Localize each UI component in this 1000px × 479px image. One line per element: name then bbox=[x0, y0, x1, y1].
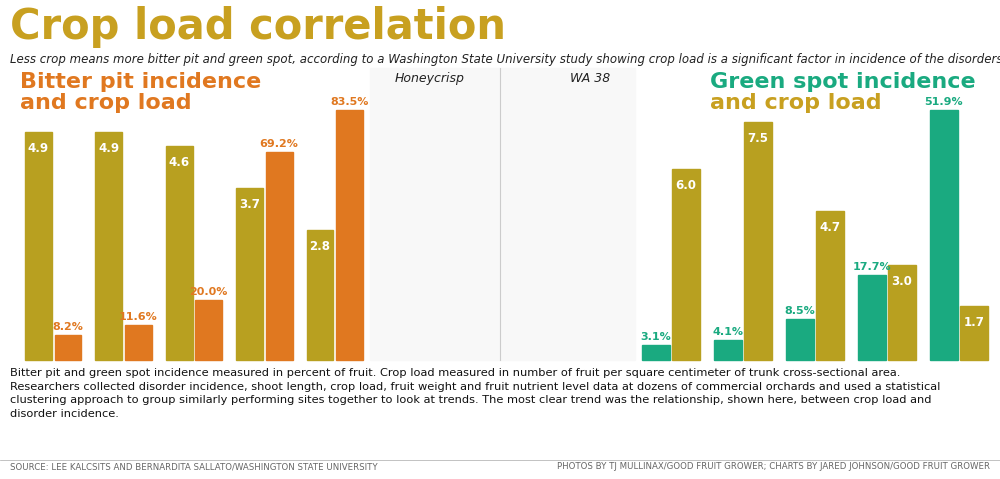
Bar bbox=[816, 211, 844, 360]
Text: 3.7: 3.7 bbox=[239, 198, 260, 211]
Text: 83.5%: 83.5% bbox=[330, 96, 369, 106]
Bar bbox=[266, 152, 293, 360]
Bar bbox=[195, 300, 222, 360]
Bar bbox=[642, 345, 670, 360]
Bar bbox=[858, 274, 886, 360]
Bar bbox=[336, 110, 363, 360]
Bar bbox=[125, 325, 152, 360]
Text: Less crop means more bitter pit and green spot, according to a Washington State : Less crop means more bitter pit and gree… bbox=[10, 53, 1000, 66]
Bar bbox=[25, 132, 52, 360]
Text: 4.6: 4.6 bbox=[169, 156, 190, 169]
Text: 4.9: 4.9 bbox=[28, 142, 49, 155]
Text: Bitter pit and green spot incidence measured in percent of fruit. Crop load meas: Bitter pit and green spot incidence meas… bbox=[10, 368, 940, 419]
Text: Green spot incidence: Green spot incidence bbox=[710, 72, 976, 92]
Bar bbox=[930, 110, 958, 360]
Text: 51.9%: 51.9% bbox=[925, 97, 963, 107]
Text: 8.2%: 8.2% bbox=[53, 322, 83, 332]
Text: PHOTOS BY TJ MULLINAX/GOOD FRUIT GROWER; CHARTS BY JARED JOHNSON/GOOD FRUIT GROW: PHOTOS BY TJ MULLINAX/GOOD FRUIT GROWER;… bbox=[557, 462, 990, 471]
Text: Bitter pit incidence: Bitter pit incidence bbox=[20, 72, 261, 92]
Text: 20.0%: 20.0% bbox=[190, 287, 228, 297]
Text: and crop load: and crop load bbox=[710, 93, 882, 113]
Bar bbox=[888, 265, 916, 360]
Text: 11.6%: 11.6% bbox=[119, 312, 158, 322]
Bar bbox=[166, 146, 193, 360]
Text: 4.9: 4.9 bbox=[98, 142, 119, 155]
Text: 3.0: 3.0 bbox=[892, 274, 913, 288]
Text: and crop load: and crop load bbox=[20, 93, 192, 113]
Text: Honeycrisp: Honeycrisp bbox=[395, 72, 465, 85]
Bar bbox=[672, 170, 700, 360]
Text: SOURCE: LEE KALCSITS AND BERNARDITA SALLATO/WASHINGTON STATE UNIVERSITY: SOURCE: LEE KALCSITS AND BERNARDITA SALL… bbox=[10, 462, 378, 471]
Bar bbox=[55, 335, 81, 360]
Text: 4.7: 4.7 bbox=[820, 221, 841, 234]
Text: 69.2%: 69.2% bbox=[260, 139, 299, 149]
Text: 3.1%: 3.1% bbox=[641, 332, 671, 342]
Bar bbox=[960, 306, 988, 360]
Text: Crop load correlation: Crop load correlation bbox=[10, 6, 506, 48]
Text: 8.5%: 8.5% bbox=[785, 306, 815, 316]
Text: 1.7: 1.7 bbox=[964, 316, 985, 329]
Text: 7.5: 7.5 bbox=[748, 132, 769, 145]
Text: 2.8: 2.8 bbox=[310, 240, 331, 252]
Bar bbox=[307, 229, 333, 360]
Text: 4.1%: 4.1% bbox=[712, 327, 743, 337]
Bar bbox=[370, 68, 635, 360]
Bar bbox=[744, 122, 772, 360]
Bar bbox=[236, 188, 263, 360]
Text: 6.0: 6.0 bbox=[676, 180, 697, 193]
Text: WA 38: WA 38 bbox=[570, 72, 610, 85]
Bar bbox=[95, 132, 122, 360]
Bar bbox=[714, 340, 742, 360]
Bar bbox=[786, 319, 814, 360]
Text: 17.7%: 17.7% bbox=[853, 262, 891, 272]
